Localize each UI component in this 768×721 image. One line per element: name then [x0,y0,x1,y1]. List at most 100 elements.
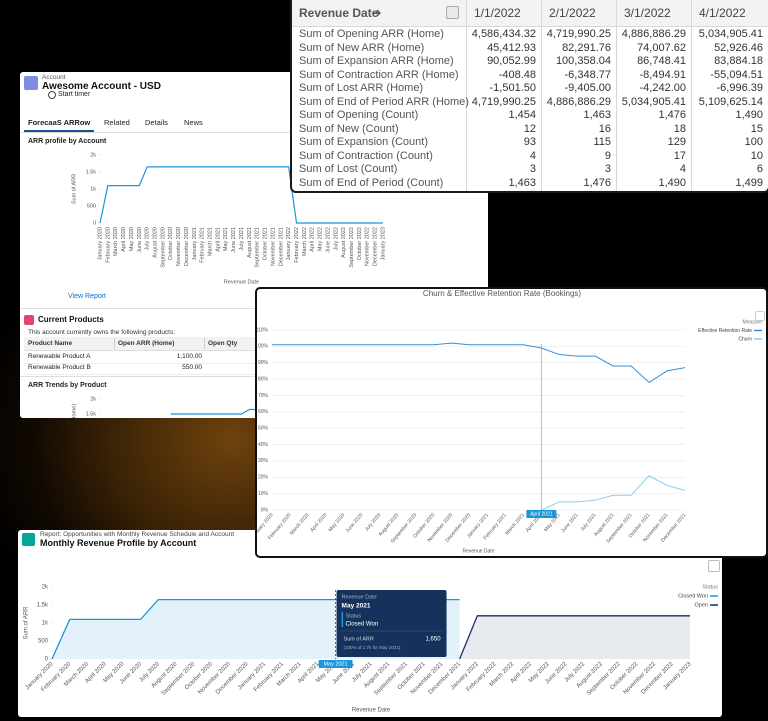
x-tick-label: April 2020 [309,512,328,533]
cell: -9,405.00 [564,82,611,94]
column-menu[interactable] [446,6,459,19]
row-label: Sum of Expansion (Count) [299,136,429,148]
row-label: Sum of Opening (Count) [299,109,419,121]
column-divider [691,0,692,191]
y-axis-label: Sum of ARR (Home) [71,404,77,418]
x-tick-label: July 2021 [239,227,245,251]
cell: -1,501.50 [489,82,536,94]
y-axis-label: Sum of ARR [71,174,77,204]
x-tick-label: March 2020 [289,512,311,536]
hover-tag-label: May 2021 [323,661,347,667]
column-divider [466,0,467,191]
row-label: Sum of Expansion ARR (Home) [299,55,454,67]
cell: 9 [604,149,611,162]
report-icon [22,533,35,546]
cell: 6 [756,163,763,175]
cell: 18 [673,122,686,135]
report-header: Report: Opportunities with Monthly Reven… [40,531,235,538]
tab[interactable]: News [184,118,203,127]
x-axis-label: Revenue Date [463,548,495,554]
x-tick-label: July 2021 [579,512,597,532]
account-icon [24,76,38,90]
trends-title: ARR Trends by Product [28,382,107,389]
view-report-link[interactable]: View Report [68,293,107,300]
tooltip-note: (100% of 1.7k for May 2021) [344,645,401,650]
x-tick-label: January 2022 [286,227,292,260]
cell: 1,490 [658,176,686,189]
y-tick-label: 1k [90,186,96,192]
y-tick-label: 1.5k [86,411,97,417]
x-tick-label: November 2020 [176,227,182,266]
x-axis-label: Revenue Date [352,708,391,714]
x-tick-label: August 2021 [247,227,253,258]
x-tick-label: July 2020 [145,227,151,251]
hover-tag [526,510,557,518]
retention-panel: Churn & Effective Retention Rate (Bookin… [255,287,768,558]
row-label: Sum of Contraction (Count) [299,149,433,162]
y-tick-label: 0 [45,657,49,663]
column-divider [541,0,542,191]
cell: 15 [750,122,763,135]
y-tick-label: 60% [258,409,269,415]
chart-menu[interactable] [755,311,765,321]
open-arr: 1,100.00 [176,353,202,360]
y-tick-label: 0 [93,220,96,226]
cell: -408.48 [498,68,536,81]
cell: 1,463 [508,176,536,189]
cell: 52,926.46 [714,41,763,54]
x-tick-label: January 2020 [97,227,103,260]
product-name: Renewable Product B [28,364,91,371]
cell: 1,499 [735,176,763,189]
tab[interactable]: Details [145,118,168,127]
row-label: Sum of End of Period ARR (Home) [299,95,469,108]
tooltip-title: Revenue Date [342,594,377,600]
start-timer[interactable]: Start timer [58,91,91,98]
legend-title: Measure [743,319,763,325]
y-tick-label: 1k [42,621,49,627]
cell: 1,454 [508,109,536,121]
x-tick-label: April 2021 [215,227,221,252]
tooltip-value: 1,650 [426,637,442,643]
tooltip-status: Closed Won [346,622,379,628]
cell: 3 [529,163,536,175]
x-axis-label: Revenue Date [224,279,259,285]
line [99,166,383,224]
x-tick-label: March 2021 [504,512,526,536]
tooltip-measure: Sum of ARR [344,636,374,642]
open-arr: 550.00 [182,364,202,371]
revenue-panel: 0 500 1k 1.5k 2k January 2020 February 2020 Mar… [18,530,722,717]
divider [20,376,488,377]
x-tick-label: November 2021 [270,227,276,266]
y-tick-label: 1.5k [86,169,97,175]
cell: 90,052.99 [487,55,536,67]
x-tick-label: June 2020 [137,227,143,253]
x-tick-label: October 2020 [168,227,174,260]
tab[interactable]: ForecaaS ARRow [28,118,91,127]
y-tick-label: 500 [38,639,49,645]
cell: 10 [750,149,763,162]
retention-chart: Churn & Effective Retention Rate (Bookin… [257,289,763,554]
x-tick-label: April 2020 [121,227,127,252]
column-header: Product Name [28,340,73,347]
x-tick-label: July 2020 [364,512,382,532]
settings-button[interactable] [708,560,720,572]
tab[interactable]: Related [104,118,130,127]
cell: 4 [529,149,536,162]
y-tick-label: 2k [42,585,49,591]
account-name: Awesome Account - USD [42,81,161,92]
tab-underline [24,130,94,132]
cell: 74,007.62 [637,41,686,54]
y-tick-label: 30% [258,458,269,464]
cell: -55,094.51 [710,68,763,81]
legend-label: Open [695,602,708,608]
cell: -8,494.91 [639,68,686,81]
x-tick-label: December 2021 [278,227,284,266]
report-title: Monthly Revenue Profile by Account [40,538,197,548]
x-tick-label: October 2022 [357,227,363,260]
y-tick-label: 500 [87,203,96,209]
column-header: 1/1/2022 [474,6,521,20]
x-tick-label: May 2021 [223,227,229,251]
x-tick-label: August 2020 [152,227,158,258]
x-tick-label: January 2021 [192,227,198,260]
